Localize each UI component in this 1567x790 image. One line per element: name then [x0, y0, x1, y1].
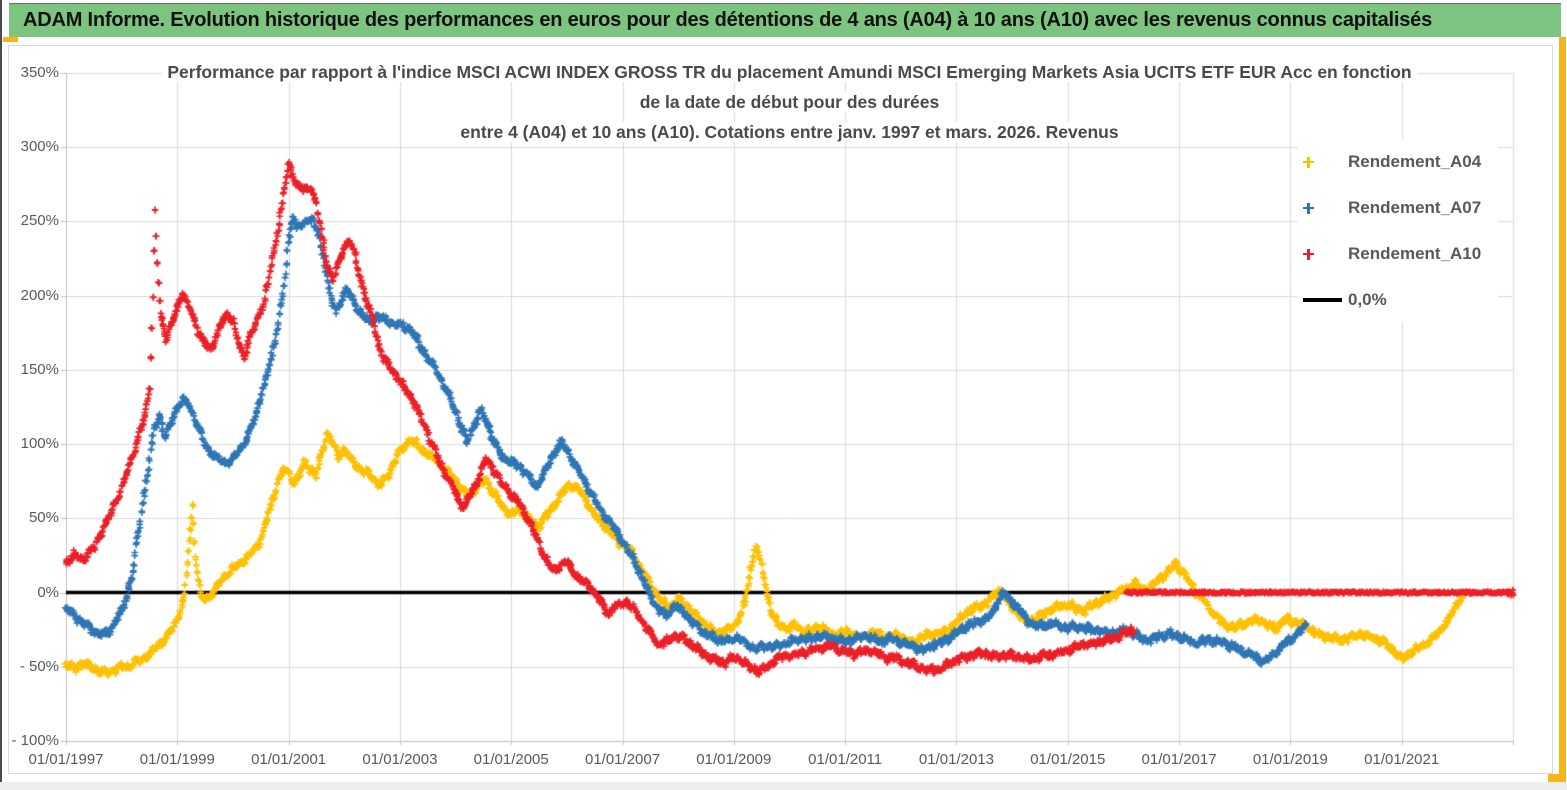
legend-label: Rendement_A07 [1348, 198, 1482, 217]
y-axis-label: 350% [20, 64, 59, 81]
zero-line-swatch-icon [1303, 298, 1342, 302]
x-axis-label: 01/01/2001 [251, 751, 327, 768]
y-axis-label: 150% [20, 360, 59, 378]
x-axis-label: 01/01/2013 [918, 751, 994, 768]
legend-item-zero-line: 0,0% [1298, 277, 1498, 323]
x-axis-label: 01/01/2017 [1141, 751, 1217, 768]
x-axis-label: 01/01/2003 [362, 751, 438, 768]
y-axis-label: 250% [20, 212, 59, 230]
y-axis-label: 300% [20, 138, 59, 156]
legend-label: Rendement_A04 [1348, 152, 1482, 171]
x-axis-label: 01/01/2009 [696, 751, 772, 768]
x-axis-label: 01/01/2007 [584, 751, 661, 768]
y-axis-label: - 100% [11, 732, 59, 749]
x-axis-label: 01/01/2005 [473, 751, 549, 768]
chart-title-line-1: Performance par rapport à l'indice MSCI … [66, 62, 1513, 82]
x-axis-label: 01/01/2011 [808, 751, 883, 768]
y-axis-label: 0% [37, 583, 59, 601]
legend-label: Rendement_A10 [1348, 244, 1482, 263]
y-axis-label: 200% [20, 286, 59, 304]
y-axis-label: 50% [28, 509, 59, 527]
x-axis-label: 01/01/2015 [1030, 751, 1106, 768]
y-axis-label: - 50% [19, 657, 59, 675]
chart-legend: Rendement_A04 Rendement_A07 Rendement_A1… [1298, 139, 1498, 323]
x-axis-label: 01/01/2021 [1364, 751, 1440, 768]
legend-item-rendement-a10: Rendement_A10 [1298, 231, 1498, 277]
plus-marker-icon-blue [1303, 202, 1314, 214]
x-axis-label: 01/01/1997 [28, 751, 104, 768]
plus-marker-icon-gold [1303, 156, 1314, 168]
legend-item-rendement-a07: Rendement_A07 [1298, 185, 1498, 231]
plus-marker-icon-red [1303, 248, 1314, 260]
y-axis-label: 100% [20, 435, 59, 453]
legend-label: 0,0% [1348, 290, 1387, 309]
x-axis-label: 01/01/2019 [1252, 751, 1328, 768]
x-axis-label: 01/01/1999 [139, 751, 215, 768]
legend-item-rendement-a04: Rendement_A04 [1298, 139, 1498, 185]
chart-title-line-3: entre 4 (A04) et 10 ans (A10). Cotations… [66, 122, 1513, 142]
chart-title-line-2: de la date de début pour des durées [66, 92, 1513, 112]
